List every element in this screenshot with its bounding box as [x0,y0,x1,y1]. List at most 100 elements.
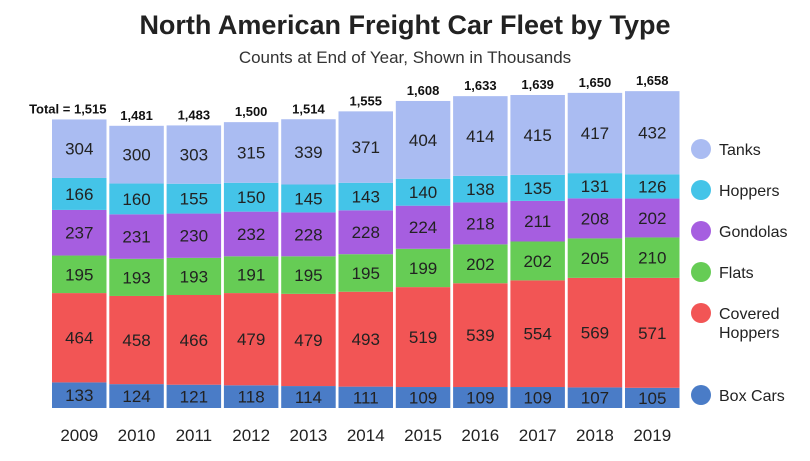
data-label: 228 [294,225,322,244]
bar-segment-gondolas-2016 [453,202,508,245]
bar-segment-box-cars-2011 [166,384,222,408]
data-label: 210 [638,249,666,268]
bar-segment-flats-2018 [567,238,623,278]
legend-marker-box-cars [691,385,711,405]
bar-segment-tanks-2010 [109,125,164,184]
bar-segment-hoppers-2010 [109,183,164,215]
data-label: 432 [638,124,666,143]
bar-segment-covered-hoppers-2013 [281,293,336,387]
data-label: 118 [238,388,265,407]
bar-segment-covered-hoppers-2010 [109,295,164,385]
total-label: 1,514 [292,101,325,116]
bar-segment-flats-2013 [281,256,336,294]
bar-segment-gondolas-2015 [395,205,451,249]
data-label: 224 [409,218,437,237]
bar-segment-box-cars-2013 [281,386,336,408]
bar-segment-hoppers-2011 [166,183,222,214]
bar-segment-covered-hoppers-2012 [223,293,279,386]
bar-segment-flats-2016 [453,244,508,284]
data-label: 228 [352,223,380,242]
bar-segment-tanks-2011 [166,125,222,184]
data-label: 202 [638,209,666,228]
bar-segment-hoppers-2019 [625,174,680,199]
bar-segment-gondolas-2012 [223,211,279,257]
data-label: 231 [122,228,150,247]
data-label: 371 [352,138,380,157]
legend-marker-hoppers [691,180,711,200]
data-label: 202 [466,255,494,274]
bar-segment-covered-hoppers-2018 [567,277,623,388]
bar-segment-gondolas-2013 [281,212,336,257]
bar-segment-gondolas-2018 [567,198,623,239]
data-label: 124 [122,387,150,406]
data-label: 195 [352,264,380,283]
total-label: Total = 1,515 [29,101,106,116]
data-label: 143 [352,188,380,207]
bar-segment-gondolas-2014 [338,210,393,255]
data-label: 315 [237,143,265,162]
data-label: 232 [237,225,265,244]
legend-label: Flats [719,265,754,282]
total-label: 1,633 [464,78,497,93]
bar-segment-tanks-2009 [52,119,107,178]
bar-segment-flats-2015 [395,248,451,288]
total-label: 1,500 [235,104,268,119]
data-label: 166 [65,185,93,204]
bar-segment-hoppers-2012 [223,182,279,212]
bar-segment-box-cars-2017 [510,387,565,408]
x-tick-label: 2009 [60,426,98,445]
data-label: 464 [65,329,93,348]
data-label: 539 [466,326,494,345]
data-label: 339 [294,143,322,162]
bar-segment-flats-2012 [223,256,279,294]
legend-label: Box Cars [719,388,785,405]
data-label: 135 [523,179,551,198]
bar-segment-flats-2010 [109,258,164,296]
legend-marker-flats [691,262,711,282]
data-label: 519 [409,328,437,347]
data-label: 218 [466,214,494,233]
data-label: 109 [523,389,551,408]
data-label: 569 [581,324,609,343]
total-label: 1,483 [178,107,211,122]
x-tick-label: 2017 [519,426,557,445]
total-label: 1,555 [349,93,382,108]
bar-segment-covered-hoppers-2016 [453,283,508,388]
data-label: 195 [65,265,93,284]
total-label: 1,608 [407,83,440,98]
bar-segment-tanks-2014 [338,111,393,183]
bar-segment-flats-2019 [625,237,680,278]
data-label: 414 [466,127,494,146]
bar-segment-box-cars-2010 [109,384,164,408]
data-label: 105 [638,389,666,408]
total-label: 1,481 [120,108,153,123]
bar-segment-gondolas-2009 [52,209,107,256]
bar-segment-hoppers-2018 [567,173,623,199]
x-tick-label: 2012 [232,426,270,445]
total-label: 1,650 [579,75,612,90]
bar-segment-hoppers-2009 [52,177,107,210]
bar-segment-flats-2017 [510,241,565,281]
data-label: 493 [352,330,380,349]
bar-segment-tanks-2013 [281,119,336,185]
data-label: 466 [180,331,208,350]
data-label: 458 [122,331,150,350]
data-label: 121 [180,387,208,406]
x-tick-label: 2018 [576,426,614,445]
total-label: 1,658 [636,73,669,88]
chart-title: North American Freight Car Fleet by Type [139,10,671,40]
legend-label: Hoppers [719,183,779,200]
legend-label: Tanks [719,142,761,159]
legend-label: Covered Hoppers [719,306,779,342]
data-label: 107 [581,389,609,408]
bar-segment-box-cars-2016 [453,387,508,408]
bar-segment-box-cars-2018 [567,387,623,408]
data-label: 211 [524,212,551,231]
bar-segment-box-cars-2012 [223,385,279,408]
data-label: 571 [638,324,666,343]
bar-segment-hoppers-2017 [510,174,565,201]
bar-segment-covered-hoppers-2009 [52,293,107,383]
bar-segment-box-cars-2014 [338,386,393,408]
bar-segment-tanks-2015 [395,100,451,179]
